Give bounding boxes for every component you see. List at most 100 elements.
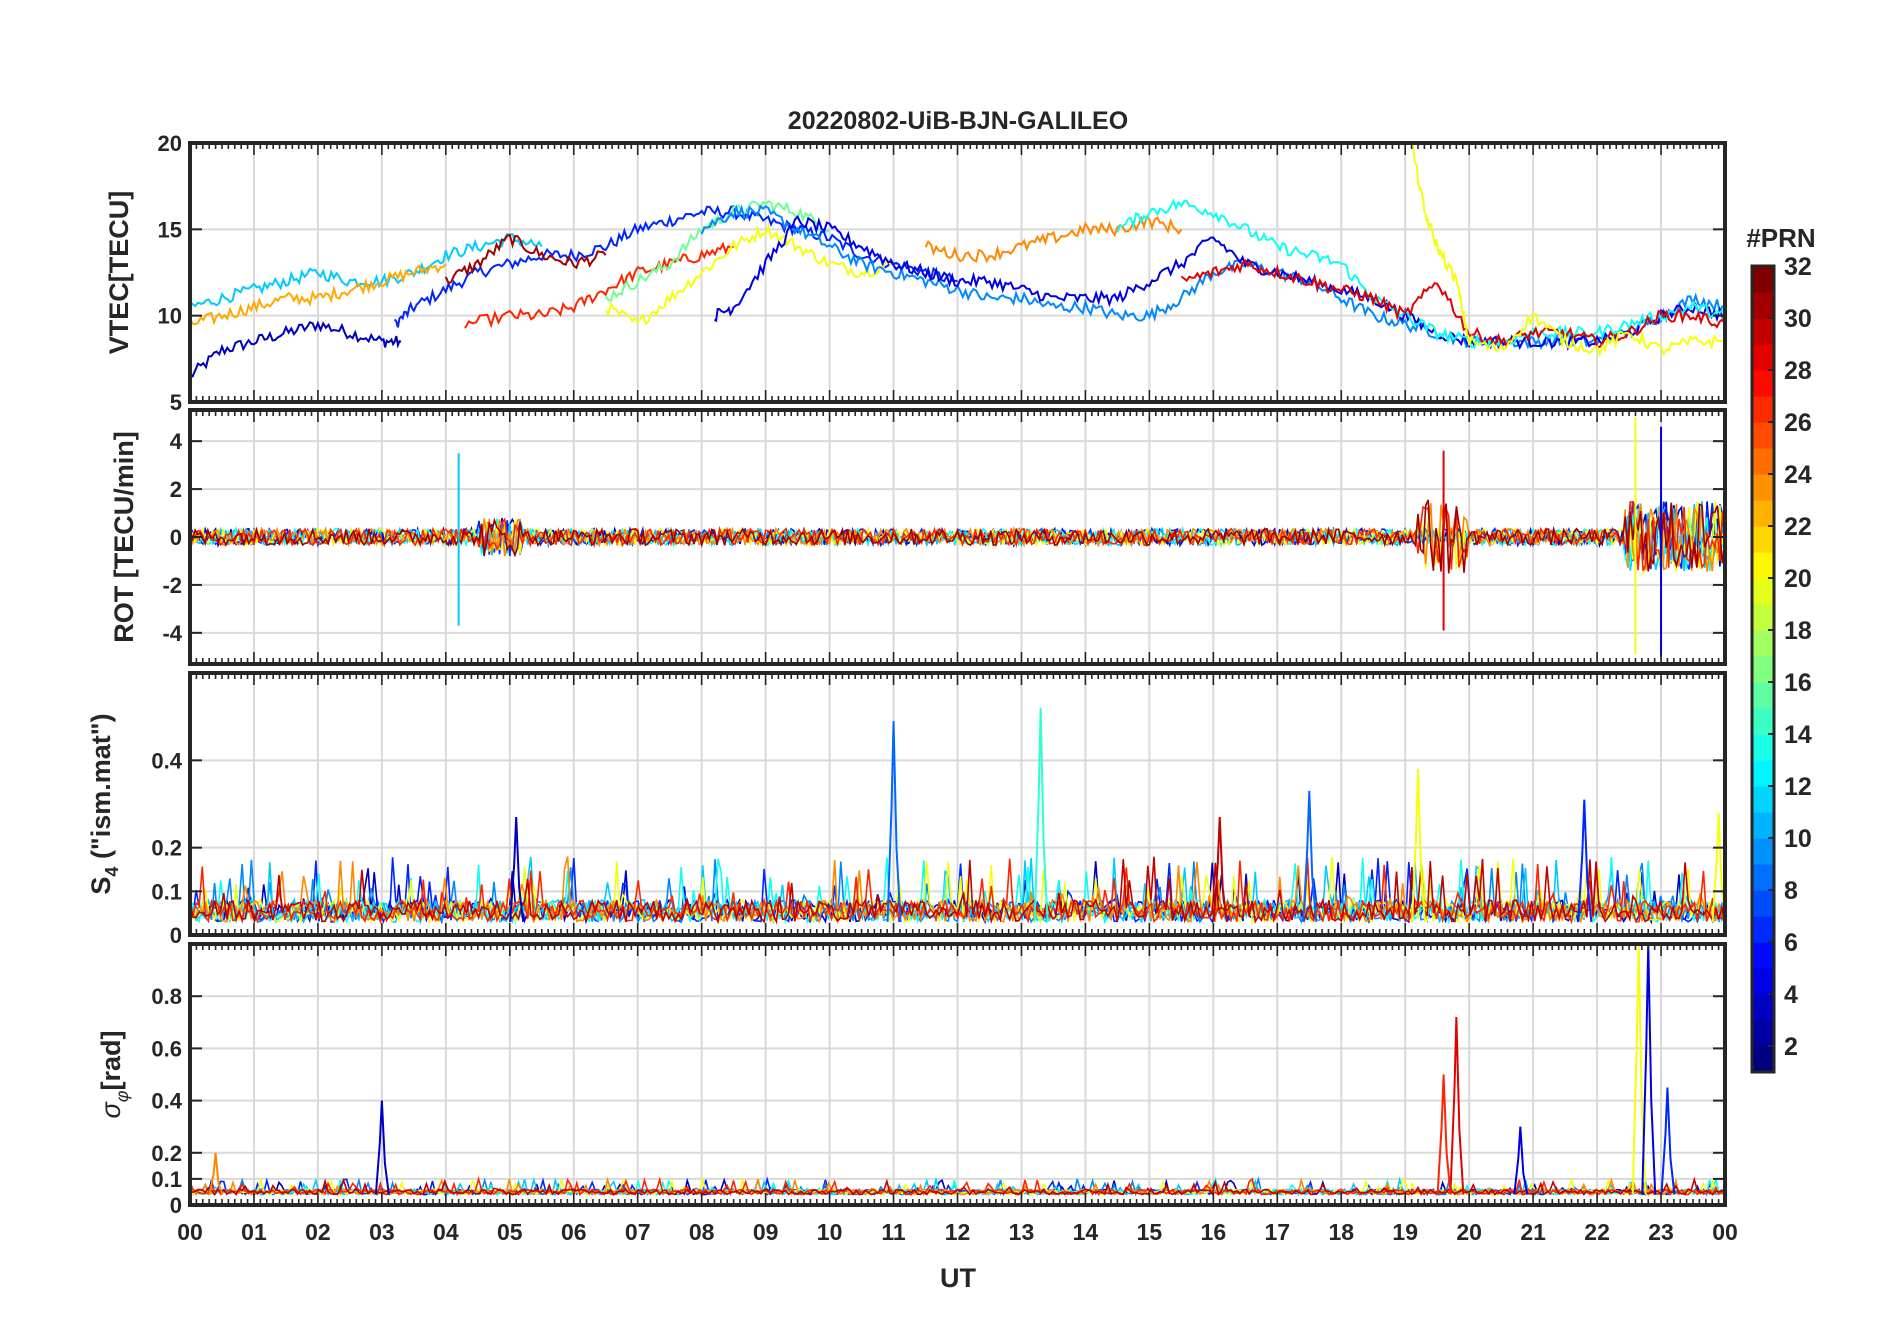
chart-title: 20220802-UiB-BJN-GALILEO — [788, 107, 1128, 135]
y-tick-label: 0.4 — [151, 1089, 182, 1114]
y-tick-label: 0 — [170, 923, 182, 948]
colorbar-tick-label: 24 — [1784, 461, 1812, 489]
x-tick-label: 20 — [1456, 1219, 1482, 1245]
y-tick-label: 10 — [158, 304, 182, 329]
colorbar-segment — [1752, 266, 1774, 293]
vtec-series-prn-23 — [190, 263, 447, 326]
vtec-series-prn-11 — [190, 232, 543, 308]
x-tick-label: 15 — [1137, 1219, 1163, 1245]
scint-peak — [1212, 817, 1228, 923]
vtec-series-prn-29 — [1180, 258, 1725, 349]
y-tick-label: 0.2 — [151, 836, 182, 861]
colorbar-segment — [1752, 552, 1774, 579]
colorbar-segment — [1752, 500, 1774, 527]
colorbar-tick-label: 6 — [1784, 929, 1798, 957]
data-layer — [190, 944, 1725, 1198]
colorbar-border — [1750, 264, 1776, 1074]
scint-peak — [1033, 707, 1049, 922]
scint-peak — [509, 817, 525, 923]
colorbar-segment — [1752, 812, 1774, 839]
y-tick-label: -4 — [162, 621, 182, 646]
colorbar-segment — [1752, 916, 1774, 943]
y-tick-label: 20 — [158, 131, 182, 156]
vtec-series-prn-3 — [190, 320, 402, 378]
y-tick-label: 0.1 — [151, 879, 182, 904]
y-axis-label: ROT [TECU/min] — [109, 431, 139, 642]
x-tick-label: 22 — [1584, 1219, 1610, 1245]
y-axis-label: σφ[rad] — [96, 1030, 132, 1118]
colorbar-tick-label: 30 — [1784, 305, 1812, 333]
y-tick-label: 0.6 — [151, 1036, 182, 1061]
colorbar-tick-label: 2 — [1784, 1033, 1798, 1061]
x-tick-label: 00 — [1712, 1219, 1738, 1245]
x-axis: 00 01 02 03 04 05 06 07 08 09 10 11 12 13 14 15 16 17 18 19… — [177, 1219, 1738, 1245]
scint-peak — [1641, 944, 1657, 1195]
vtec-series-prn-9 — [700, 204, 1725, 351]
colorbar-segment — [1752, 344, 1774, 371]
colorbar-segment — [1752, 1020, 1774, 1047]
vtec-series-prn-16 — [604, 199, 831, 302]
x-tick-label: 07 — [625, 1219, 651, 1245]
data-layer — [190, 417, 1725, 657]
colorbar-tick-label: 18 — [1784, 617, 1812, 645]
vtec-series-prn-4 — [713, 214, 1725, 352]
x-tick-label: 01 — [241, 1219, 267, 1245]
scint-peak — [1302, 790, 1318, 922]
colorbar-segment — [1752, 604, 1774, 631]
panel-S4: 0 0.1 0.2 0.4 S4 ("ism.mat") — [86, 671, 1727, 948]
colorbar-segment — [1752, 474, 1774, 501]
x-tick-label: 06 — [561, 1219, 587, 1245]
x-tick-label: 19 — [1392, 1219, 1418, 1245]
y-label-subscript: φ — [112, 1090, 132, 1102]
colorbar-segment — [1752, 422, 1774, 449]
scint-peak — [1577, 799, 1593, 922]
y-tick-label: 0 — [170, 525, 182, 550]
x-tick-label: 03 — [369, 1219, 395, 1245]
scint-peak — [1436, 1074, 1452, 1195]
x-tick-label: 09 — [753, 1219, 779, 1245]
colorbar-segment — [1752, 942, 1774, 969]
colorbar-label: #PRN — [1746, 223, 1815, 253]
x-tick-label: 04 — [433, 1219, 459, 1245]
colorbar-tick-label: 22 — [1784, 513, 1812, 541]
scint-peak — [208, 1152, 224, 1195]
scint-peak — [886, 721, 902, 922]
scint-series-prn-9 — [190, 859, 1725, 925]
colorbar-tick-label: 28 — [1784, 357, 1812, 385]
x-tick-label: 10 — [817, 1219, 843, 1245]
x-tick-label: 00 — [177, 1219, 203, 1245]
y-tick-label: 0.2 — [151, 1141, 182, 1166]
colorbar-tick-label: 4 — [1784, 981, 1798, 1009]
colorbar-segment — [1752, 890, 1774, 917]
colorbar-segment — [1752, 526, 1774, 553]
x-tick-label: 18 — [1328, 1219, 1354, 1245]
x-tick-label: 23 — [1648, 1219, 1674, 1245]
x-axis-label: UT — [940, 1263, 976, 1293]
panel-VTEC: 5 10 15 20 VTEC[TECU] — [104, 131, 1727, 415]
colorbar-segment — [1752, 292, 1774, 319]
vtec-series-prn-20 — [604, 222, 894, 326]
colorbar-segment — [1752, 760, 1774, 787]
y-label-symbol: σ — [96, 1101, 126, 1119]
y-axis-label: S4 ("ism.mat") — [86, 713, 122, 894]
colorbar-segment — [1752, 656, 1774, 683]
x-tick-label: 08 — [689, 1219, 715, 1245]
colorbar-segment — [1752, 864, 1774, 891]
colorbar-tick-label: 32 — [1784, 253, 1812, 281]
colorbar-segment — [1752, 396, 1774, 423]
colorbar-tick-label: 10 — [1784, 825, 1812, 853]
colorbar-segment — [1752, 1046, 1774, 1073]
y-tick-label: 0 — [170, 1193, 182, 1218]
x-tick-label: 21 — [1520, 1219, 1546, 1245]
colorbar-segment — [1752, 682, 1774, 709]
vtec-series-prn-24 — [924, 215, 1183, 264]
x-tick-label: 13 — [1009, 1219, 1035, 1245]
x-tick-label: 05 — [497, 1219, 523, 1245]
x-tick-label: 12 — [945, 1219, 971, 1245]
rot-series-prn-31 — [190, 499, 1725, 574]
vtec-series-prn-31 — [444, 233, 607, 285]
colorbar-tick-label: 14 — [1784, 721, 1812, 749]
colorbar-tick-label: 16 — [1784, 669, 1812, 697]
colorbar-segment — [1752, 708, 1774, 735]
